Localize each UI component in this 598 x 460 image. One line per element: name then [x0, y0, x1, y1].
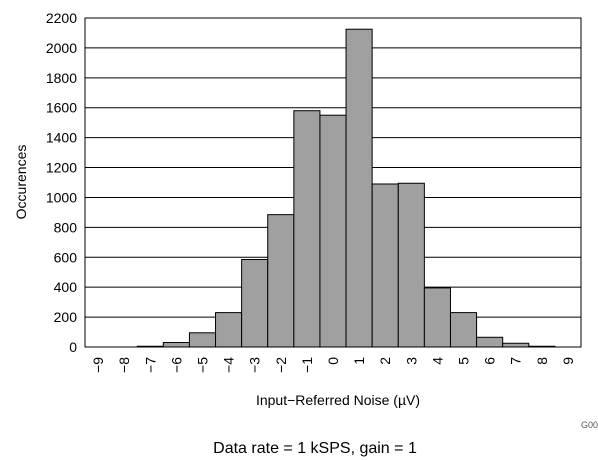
y-tick-label: 1400: [46, 130, 77, 146]
x-tick-label: 6: [482, 357, 498, 365]
x-tick-label: 4: [429, 357, 445, 365]
x-tick-label: −5: [194, 357, 210, 373]
y-tick-label: 2200: [46, 10, 77, 26]
y-tick-label: 600: [54, 249, 78, 265]
y-tick-label: 400: [54, 279, 78, 295]
x-tick-label: −2: [273, 357, 289, 373]
bar--4: [215, 312, 243, 348]
bar-1: [345, 28, 373, 348]
x-tick-labels: −9 −8 −7 −6 −5 −4 −3 −2 −1 0 1 2 3 4 5 6 7 8 9: [90, 357, 576, 373]
x-tick-label: 2: [377, 357, 393, 365]
bar--2: [267, 214, 295, 348]
x-tick-label: −4: [221, 357, 237, 373]
y-tick-labels: 0 200 400 600 800 1000 1200 1400 1600 1800 2000 220…: [46, 10, 77, 355]
bar-2: [371, 183, 399, 348]
y-tick-label: 2000: [46, 40, 77, 56]
bars: [136, 28, 556, 348]
bar-7: [502, 342, 530, 348]
x-tick-label: −9: [90, 357, 106, 373]
bar--5: [188, 332, 217, 348]
bar-0: [319, 114, 347, 348]
x-tick-label: 5: [456, 357, 472, 365]
x-tick-label: 9: [560, 357, 576, 365]
x-tick-label: −8: [116, 357, 132, 373]
bar-5: [449, 312, 478, 348]
y-tick-label: 1000: [46, 189, 77, 205]
chart-caption: Data rate = 1 kSPS, gain = 1: [213, 440, 417, 457]
bar-4: [423, 287, 451, 348]
x-tick-label: 8: [534, 357, 550, 365]
x-tick-label: −7: [142, 357, 158, 373]
y-axis-label: Occurences: [13, 145, 29, 220]
y-tick-label: 1800: [46, 70, 77, 86]
x-tick-label: −3: [247, 357, 263, 373]
bar--6: [162, 342, 190, 348]
figure-id: G00: [581, 420, 598, 430]
x-tick-label: 0: [325, 357, 341, 365]
x-tick-label: −6: [168, 357, 184, 373]
x-tick-label: 7: [508, 357, 524, 365]
x-axis-label: Input−Referred Noise (µV): [256, 392, 420, 408]
y-tick-label: 0: [69, 339, 77, 355]
y-tick-label: 1200: [46, 160, 77, 176]
plot-frame: [84, 17, 582, 348]
x-tick-label: −1: [299, 357, 315, 373]
bar--3: [241, 259, 269, 348]
y-tick-label: 200: [54, 309, 78, 325]
x-tick-label: 1: [351, 357, 367, 365]
bar--1: [293, 110, 321, 348]
x-tick-label: 3: [403, 357, 419, 365]
y-tick-label: 800: [54, 219, 78, 235]
y-tick-label: 1600: [46, 100, 77, 116]
bar-6: [476, 336, 504, 348]
bar-3: [397, 182, 425, 348]
